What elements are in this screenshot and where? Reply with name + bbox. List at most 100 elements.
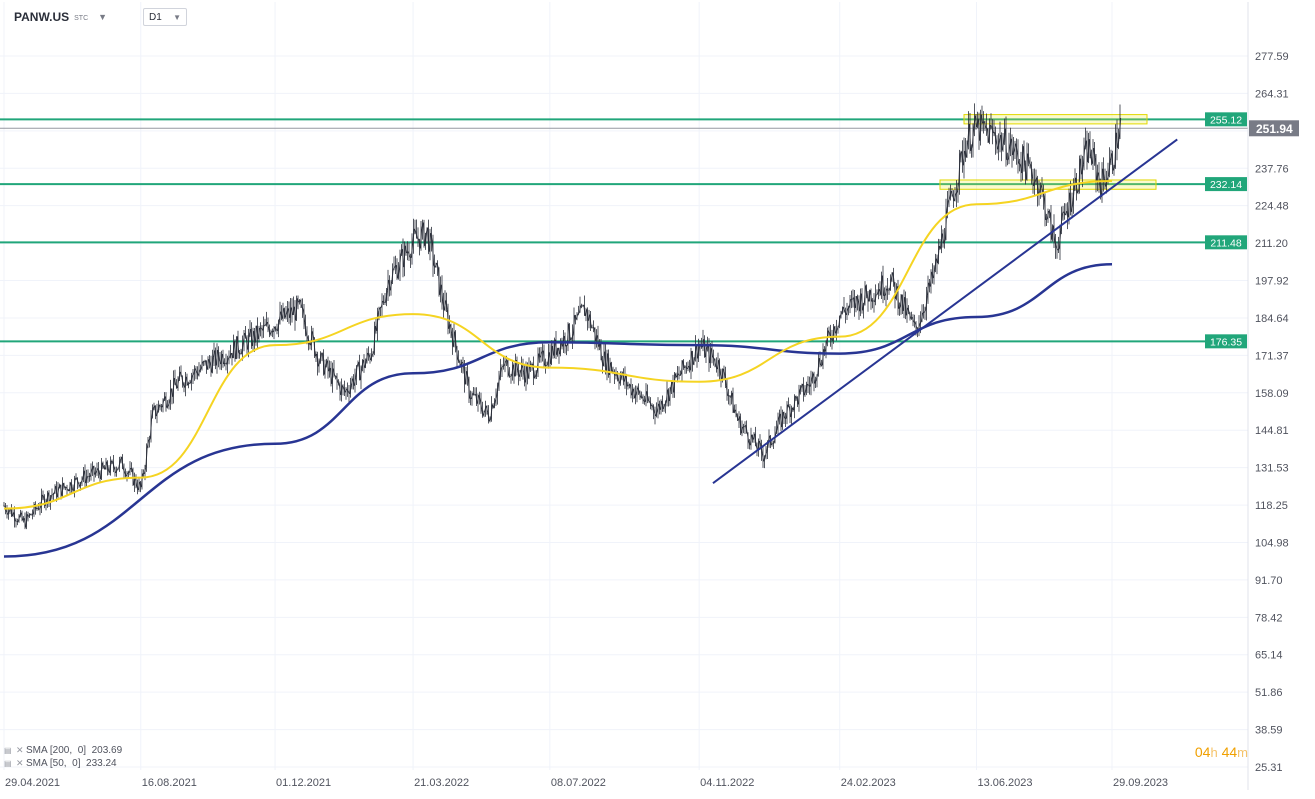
candle-body — [157, 405, 160, 413]
candle-body — [485, 405, 489, 413]
candle-body — [899, 294, 903, 307]
candle-body — [674, 373, 678, 378]
candle-body — [902, 297, 906, 311]
x-tick-label: 24.02.2023 — [841, 777, 896, 789]
candle-body — [1081, 164, 1084, 175]
candle-body — [853, 297, 856, 308]
level-tag — [1205, 112, 1247, 127]
candle-body — [988, 125, 991, 143]
candle-body — [940, 233, 943, 249]
candle-body — [907, 307, 910, 313]
level-tag-label: 255.12 — [1210, 114, 1242, 126]
candle-body — [106, 461, 109, 471]
candle-body — [964, 150, 967, 158]
candle-body — [406, 251, 409, 254]
candle-body — [167, 401, 171, 406]
candle-body — [398, 255, 402, 271]
candle-body — [575, 314, 579, 320]
candle-body — [686, 365, 690, 370]
candle-body — [410, 243, 414, 258]
candle-body — [229, 352, 232, 358]
resistance-zone — [963, 114, 1148, 125]
candle-body — [635, 387, 639, 394]
candle-body — [223, 362, 226, 365]
candle-body — [140, 473, 144, 488]
candle-body — [707, 345, 711, 364]
candle-body — [311, 331, 315, 339]
candle-body — [658, 403, 661, 410]
candle-body — [467, 378, 471, 399]
candle-body — [305, 334, 309, 338]
candle-body — [836, 325, 840, 329]
candle-body — [795, 395, 797, 398]
candle-body — [671, 380, 675, 393]
timeframe-selector[interactable]: D1 ▼ — [143, 8, 187, 26]
candle-body — [119, 456, 123, 461]
candle-body — [659, 401, 663, 410]
candle-body — [788, 406, 792, 418]
candle-body — [245, 338, 249, 350]
candle-body — [952, 195, 955, 202]
candle-body — [470, 393, 474, 400]
candle-body — [815, 374, 819, 380]
y-tick-label: 38.59 — [1255, 725, 1283, 737]
candle-body — [1010, 138, 1014, 156]
candle-body — [425, 227, 429, 234]
candle-body — [578, 305, 582, 313]
candle-body — [577, 312, 580, 315]
candle-body — [490, 404, 493, 420]
y-tick-label: 224.48 — [1255, 201, 1289, 213]
x-tick-label: 04.11.2022 — [700, 777, 754, 789]
candle-body — [149, 417, 153, 439]
candle-body — [730, 392, 733, 398]
candle-body — [551, 345, 555, 356]
candle-body — [1036, 177, 1039, 195]
candle-body — [67, 489, 70, 492]
candle-body — [343, 387, 346, 393]
candle-body — [641, 396, 645, 401]
candle-body — [31, 513, 34, 516]
candle-body — [664, 401, 667, 406]
countdown-hours: 04 — [1194, 744, 1211, 760]
candle-body — [990, 124, 992, 127]
trendline — [712, 138, 1178, 485]
candle-body — [610, 362, 613, 372]
candle-body — [118, 460, 121, 468]
symbol-selector[interactable]: PANW.US STC ▼ — [14, 8, 107, 26]
candle-body — [685, 366, 688, 370]
candle-body — [938, 245, 942, 249]
candle-body — [1001, 141, 1005, 151]
candle-body — [503, 361, 507, 366]
candle-body — [445, 300, 448, 310]
candle-body — [422, 222, 426, 246]
candle-body — [871, 300, 874, 302]
candle-body — [276, 329, 278, 332]
candle-body — [265, 321, 268, 326]
symbol-name: PANW.US — [14, 10, 70, 24]
candle-body — [961, 151, 964, 166]
chevron-down-icon[interactable]: ▼ — [173, 12, 181, 22]
candle-body — [331, 368, 334, 384]
candle-body — [404, 245, 408, 254]
candle-body — [340, 385, 343, 395]
close-icon[interactable]: ✕ — [16, 745, 24, 755]
candle-body — [866, 296, 870, 302]
candle-body — [164, 396, 168, 408]
candle-body — [493, 400, 496, 408]
candle-body — [391, 269, 394, 282]
x-tick-label: 08.07.2022 — [551, 777, 606, 789]
close-icon[interactable]: ✕ — [16, 758, 24, 768]
candle-body — [979, 114, 982, 141]
candle-body — [107, 470, 111, 473]
settings-icon[interactable]: ▤ — [4, 746, 12, 755]
chevron-down-icon[interactable]: ▼ — [98, 12, 108, 22]
candle-body — [973, 115, 976, 129]
candle-body — [1082, 147, 1086, 165]
settings-icon[interactable]: ▤ — [4, 759, 12, 768]
last-price-label: 251.94 — [1256, 122, 1293, 136]
candle-body — [694, 344, 697, 359]
candle-body — [689, 351, 693, 371]
candle-body — [1007, 146, 1011, 160]
candle-body — [943, 239, 946, 244]
